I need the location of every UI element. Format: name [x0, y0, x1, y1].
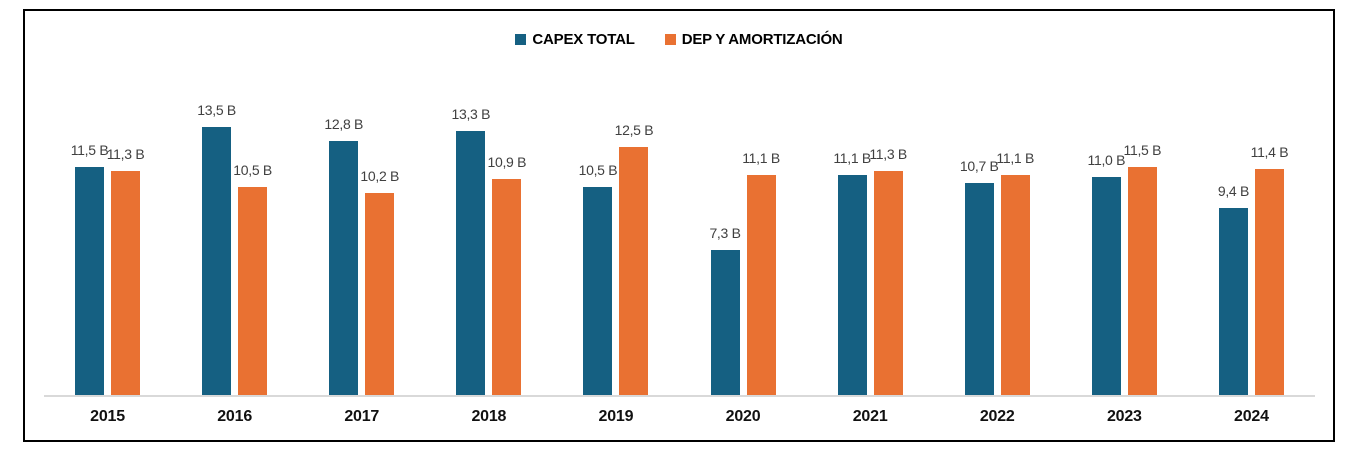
- bar-value-label: 11,5 B: [70, 142, 109, 158]
- bar-group: 12,8 B 10,2 B 2017: [298, 0, 425, 425]
- bar-group: 11,0 B 11,5 B 2023: [1061, 0, 1188, 425]
- bar-group: 10,5 B 12,5 B 2019: [552, 0, 679, 425]
- bar-wrap: 10,9 B: [488, 155, 526, 395]
- legend-label: CAPEX TOTAL: [532, 31, 635, 48]
- bar[interactable]: [1091, 177, 1121, 395]
- bar[interactable]: [619, 147, 649, 395]
- bar[interactable]: [75, 167, 105, 395]
- bar-value-label: 10,9 B: [487, 154, 527, 170]
- legend-item[interactable]: DEP Y AMORTIZACIÓN: [664, 31, 843, 48]
- bar[interactable]: [710, 250, 740, 395]
- bar-value-label: 9,4 B: [1217, 183, 1250, 199]
- bar[interactable]: [964, 183, 994, 395]
- bar-wrap: 11,0 B: [1088, 153, 1125, 395]
- bar-wrap: 10,2 B: [360, 169, 399, 395]
- x-axis-label: 2016: [217, 408, 253, 425]
- legend-swatch-icon: [515, 34, 527, 45]
- legend: CAPEX TOTAL DEP Y AMORTIZACIÓN: [23, 31, 1335, 48]
- x-axis-label: 2018: [471, 408, 507, 425]
- bar-wrap: 11,3 B: [869, 147, 907, 395]
- bar-wrap: 10,7 B: [960, 159, 999, 395]
- bar-group: 10,7 B 11,1 B 2022: [934, 0, 1061, 425]
- bar[interactable]: [238, 187, 268, 395]
- bar-wrap: 11,1 B: [833, 151, 871, 395]
- bar-wrap: 11,4 B: [1251, 145, 1289, 395]
- bar-wrap: 12,5 B: [615, 123, 654, 395]
- legend-item[interactable]: CAPEX TOTAL: [515, 31, 635, 48]
- bar-value-label: 10,2 B: [360, 168, 400, 184]
- x-axis-label: 2024: [1234, 408, 1269, 425]
- bar-value-label: 13,5 B: [197, 102, 236, 118]
- bar[interactable]: [746, 175, 776, 395]
- bar-group: 13,3 B 10,9 B 2018: [425, 0, 552, 425]
- bar-value-label: 13,3 B: [451, 106, 491, 122]
- bar-value-label: 11,1 B: [996, 150, 1035, 166]
- bar[interactable]: [365, 193, 395, 395]
- bar-value-label: 11,5 B: [1123, 142, 1162, 158]
- legend-label: DEP Y AMORTIZACIÓN: [681, 31, 843, 48]
- bar-value-label: 10,7 B: [959, 158, 999, 174]
- bar[interactable]: [1254, 169, 1284, 395]
- legend-swatch-icon: [664, 34, 676, 45]
- bar[interactable]: [873, 171, 903, 395]
- bar-group: 13,5 B 10,5 B 2016: [171, 0, 298, 425]
- bar-value-label: 10,5 B: [233, 162, 272, 178]
- bar-wrap: 11,1 B: [742, 151, 780, 395]
- bar-wrap: 7,3 B: [709, 226, 741, 395]
- bar[interactable]: [492, 179, 522, 395]
- bar-value-label: 7,3 B: [709, 225, 741, 241]
- bar-value-label: 12,5 B: [614, 122, 654, 138]
- bar-value-label: 11,0 B: [1087, 152, 1126, 168]
- x-axis-line: [44, 395, 1315, 397]
- bar-wrap: 12,8 B: [324, 117, 363, 395]
- x-axis-label: 2021: [852, 408, 888, 425]
- bar-wrap: 11,5 B: [71, 143, 109, 395]
- bar-value-label: 11,3 B: [869, 146, 907, 162]
- bar-group: 11,1 B 11,3 B 2021: [807, 0, 934, 425]
- bar[interactable]: [202, 127, 232, 395]
- bar-wrap: 9,4 B: [1218, 184, 1249, 395]
- bar[interactable]: [1000, 175, 1030, 395]
- bar-value-label: 11,4 B: [1250, 144, 1289, 160]
- bar-value-label: 11,3 B: [106, 146, 145, 162]
- bar-wrap: 11,1 B: [996, 151, 1034, 395]
- bar-wrap: 10,5 B: [579, 163, 618, 395]
- bar-value-label: 11,1 B: [833, 150, 871, 166]
- x-axis-label: 2015: [90, 408, 125, 425]
- x-axis-label: 2022: [979, 408, 1015, 425]
- bar[interactable]: [329, 141, 359, 395]
- bar[interactable]: [583, 187, 613, 395]
- bar[interactable]: [1127, 167, 1157, 395]
- bar-group: 7,3 B 11,1 B 2020: [680, 0, 807, 425]
- bar[interactable]: [1218, 208, 1248, 395]
- x-axis-label: 2023: [1106, 408, 1142, 425]
- bar[interactable]: [111, 171, 141, 395]
- bar-wrap: 13,5 B: [197, 103, 236, 395]
- bar-value-label: 11,1 B: [742, 150, 780, 166]
- bar[interactable]: [456, 131, 486, 395]
- bar[interactable]: [837, 175, 867, 395]
- bar-group: 11,5 B 11,3 B 2015: [44, 0, 171, 425]
- bar-wrap: 13,3 B: [452, 107, 490, 395]
- x-axis-label: 2017: [344, 408, 380, 425]
- bar-group: 9,4 B 11,4 B 2024: [1188, 0, 1315, 425]
- bar-wrap: 11,5 B: [1124, 143, 1161, 395]
- plot-area: 11,5 B 11,3 B 2015 13,5 B 10,5 B 2016 12,8 B 10…: [44, 0, 1315, 425]
- bar-value-label: 10,5 B: [578, 162, 618, 178]
- bar-wrap: 11,3 B: [107, 147, 145, 395]
- x-axis-label: 2020: [725, 408, 761, 425]
- x-axis-label: 2019: [598, 408, 634, 425]
- bar-value-label: 12,8 B: [324, 116, 364, 132]
- bar-wrap: 10,5 B: [233, 163, 272, 395]
